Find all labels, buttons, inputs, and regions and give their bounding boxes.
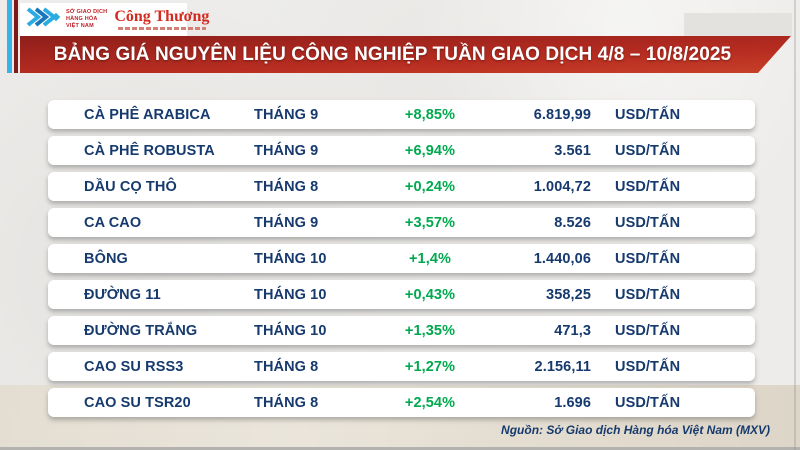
contract-month-cell: THÁNG 10 bbox=[254, 250, 327, 267]
price-cell: 8.526 bbox=[554, 214, 591, 231]
commodity-name-cell: CAO SU RSS3 bbox=[84, 358, 184, 375]
unit-cell: USD/TẤN bbox=[615, 286, 681, 303]
change-percent-cell: +1,4% bbox=[408, 250, 452, 267]
commodity-name-cell: ĐƯỜNG TRẮNG bbox=[84, 322, 198, 339]
price-cell: 1.696 bbox=[554, 394, 591, 411]
price-cell: 1.004,72 bbox=[533, 178, 591, 195]
accent-stripe-blue bbox=[7, 0, 12, 73]
table-row: BÔNG THÁNG 10 +1,4% 1.440,06 USD/TẤN bbox=[48, 244, 755, 273]
background-shade-rect bbox=[684, 13, 792, 36]
change-percent-cell: +3,57% bbox=[404, 214, 456, 231]
table-row: CA CAO THÁNG 9 +3,57% 8.526 USD/TẤN bbox=[48, 208, 755, 237]
unit-cell: USD/TẤN bbox=[615, 250, 681, 267]
change-percent-cell: +0,24% bbox=[404, 178, 456, 195]
change-percent-cell: +1,27% bbox=[404, 358, 456, 375]
contract-month-cell: THÁNG 10 bbox=[254, 286, 327, 303]
commodity-name-cell: CA CAO bbox=[84, 214, 142, 231]
table-row: DẦU CỌ THÔ THÁNG 8 +0,24% 1.004,72 USD/T… bbox=[48, 172, 755, 201]
right-border-line bbox=[794, 0, 796, 450]
price-cell: 471,3 bbox=[554, 322, 591, 339]
price-cell: 3.561 bbox=[554, 142, 591, 159]
contract-month-cell: THÁNG 9 bbox=[254, 106, 319, 123]
page-title: BẢNG GIÁ NGUYÊN LIỆU CÔNG NGHIỆP TUẦN GI… bbox=[53, 43, 732, 65]
title-banner: BẢNG GIÁ NGUYÊN LIỆU CÔNG NGHIỆP TUẦN GI… bbox=[20, 36, 791, 73]
table-row: CAO SU RSS3 THÁNG 8 +1,27% 2.156,11 USD/… bbox=[48, 352, 755, 381]
bottom-border-line bbox=[0, 447, 800, 450]
mxv-chevron-logo-icon bbox=[25, 5, 61, 34]
commodity-name-cell: DẦU CỌ THÔ bbox=[84, 178, 177, 195]
cong-thuong-logo-text: Công Thương bbox=[114, 8, 210, 25]
commodity-name-cell: ĐƯỜNG 11 bbox=[84, 286, 161, 303]
commodity-name-cell: CAO SU TSR20 bbox=[84, 394, 191, 411]
commodity-name-cell: CÀ PHÊ ROBUSTA bbox=[84, 142, 215, 159]
table-row: ĐƯỜNG 11 THÁNG 10 +0,43% 358,25 USD/TẤN bbox=[48, 280, 755, 309]
commodity-name-cell: CÀ PHÊ ARABICA bbox=[84, 106, 211, 123]
contract-month-cell: THÁNG 10 bbox=[254, 322, 327, 339]
price-cell: 358,25 bbox=[546, 286, 591, 303]
change-percent-cell: +1,35% bbox=[404, 322, 456, 339]
table-row: CAO SU TSR20 THÁNG 8 +2,54% 1.696 USD/TẤ… bbox=[48, 388, 755, 417]
price-table: CÀ PHÊ ARABICA THÁNG 9 +8,85% 6.819,99 U… bbox=[48, 100, 755, 417]
contract-month-cell: THÁNG 8 bbox=[254, 394, 319, 411]
change-percent-cell: +6,94% bbox=[404, 142, 456, 159]
mxv-logo-text: SỞ GIAO DỊCH HÀNG HÓA VIỆT NAM bbox=[66, 9, 107, 30]
contract-month-cell: THÁNG 8 bbox=[254, 358, 319, 375]
unit-cell: USD/TẤN bbox=[615, 106, 681, 123]
contract-month-cell: THÁNG 8 bbox=[254, 178, 319, 195]
commodity-name-cell: BÔNG bbox=[84, 250, 128, 267]
change-percent-cell: +8,85% bbox=[404, 106, 456, 123]
cong-thuong-tagline bbox=[118, 27, 206, 30]
contract-month-cell: THÁNG 9 bbox=[254, 142, 319, 159]
unit-cell: USD/TẤN bbox=[615, 358, 681, 375]
price-cell: 1.440,06 bbox=[533, 250, 591, 267]
accent-stripe-maroon bbox=[14, 0, 18, 73]
table-row: CÀ PHÊ ARABICA THÁNG 9 +8,85% 6.819,99 U… bbox=[48, 100, 755, 129]
logo-plate: SỞ GIAO DỊCH HÀNG HÓA VIỆT NAM Công Thươ… bbox=[20, 3, 209, 36]
unit-cell: USD/TẤN bbox=[615, 178, 681, 195]
table-row: ĐƯỜNG TRẮNG THÁNG 10 +1,35% 471,3 USD/TẤ… bbox=[48, 316, 755, 345]
unit-cell: USD/TẤN bbox=[615, 142, 681, 159]
unit-cell: USD/TẤN bbox=[615, 214, 681, 231]
unit-cell: USD/TẤN bbox=[615, 322, 681, 339]
table-row: CÀ PHÊ ROBUSTA THÁNG 9 +6,94% 3.561 USD/… bbox=[48, 136, 755, 165]
price-cell: 6.819,99 bbox=[533, 106, 591, 123]
price-cell: 2.156,11 bbox=[534, 358, 591, 375]
unit-cell: USD/TẤN bbox=[615, 394, 681, 411]
source-note: Nguồn: Sở Giao dịch Hàng hóa Việt Nam (M… bbox=[501, 423, 770, 437]
mxv-logo-line-2: HÀNG HÓA bbox=[66, 16, 98, 23]
contract-month-cell: THÁNG 9 bbox=[254, 214, 319, 231]
mxv-logo-line-3: VIỆT NAM bbox=[66, 22, 94, 29]
change-percent-cell: +0,43% bbox=[404, 286, 456, 303]
mxv-logo-line-1: SỞ GIAO DỊCH bbox=[66, 9, 108, 16]
change-percent-cell: +2,54% bbox=[404, 394, 456, 411]
cong-thuong-logo: Công Thương bbox=[114, 9, 209, 30]
